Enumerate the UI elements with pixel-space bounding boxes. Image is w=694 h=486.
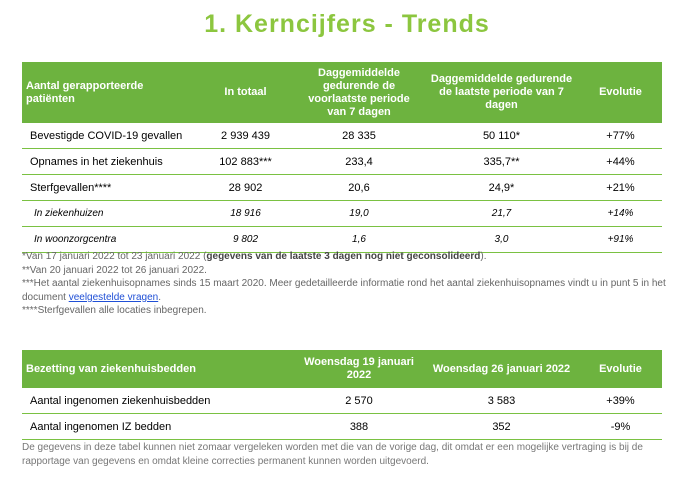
cell-day1: 388	[294, 413, 424, 440]
footnote-text: *Van 17 januari 2022 tot 23 januari 2022…	[22, 251, 207, 262]
kerncijfers-table: Aantal gerapporteerde patiënten In totaa…	[22, 62, 662, 253]
cell-evolutie: +21%	[579, 174, 662, 201]
table-header-row: Aantal gerapporteerde patiënten In totaa…	[22, 62, 662, 123]
cell-prev: 19,0	[294, 200, 424, 227]
table-row: Aantal ingenomen IZ bedden 388 352 -9%	[22, 413, 662, 440]
footnote-text: ).	[480, 251, 487, 262]
column-header: Evolutie	[579, 350, 662, 388]
table-row: Aantal ingenomen ziekenhuisbedden 2 570 …	[22, 388, 662, 414]
table-header-row: Bezetting van ziekenhuisbedden Woensdag …	[22, 350, 662, 388]
table-row: Opnames in het ziekenhuis 102 883*** 233…	[22, 148, 662, 175]
footnote-3: ***Het aantal ziekenhuisopnames sinds 15…	[22, 277, 672, 304]
cell-last: 335,7**	[424, 148, 579, 175]
column-header: Bezetting van ziekenhuisbedden	[22, 350, 294, 388]
footnote-2: **Van 20 januari 2022 tot 26 januari 202…	[22, 264, 207, 276]
column-header: Daggemiddelde gedurende de laatste perio…	[424, 62, 579, 123]
page-title: 1. Kerncijfers - Trends	[204, 10, 490, 38]
cell-evolutie: +39%	[579, 388, 662, 414]
table-row: In ziekenhuizen 18 916 19,0 21,7 +14%	[22, 200, 662, 227]
table-row: Sterfgevallen**** 28 902 20,6 24,9* +21%	[22, 174, 662, 201]
cell-evolutie: +44%	[579, 148, 662, 175]
cell-evolutie: +77%	[579, 123, 662, 149]
column-header: In totaal	[197, 62, 294, 123]
cell-evolutie: +91%	[579, 226, 662, 253]
column-header: Woensdag 26 januari 2022	[424, 350, 579, 388]
cell-last: 50 110*	[424, 123, 579, 149]
footnote-text: .	[158, 291, 161, 303]
row-label: Aantal ingenomen ziekenhuisbedden	[22, 388, 294, 414]
faq-link[interactable]: veelgestelde vragen	[68, 291, 159, 303]
cell-last: 3,0	[424, 226, 579, 253]
column-header: Aantal gerapporteerde patiënten	[22, 62, 197, 123]
cell-day1: 2 570	[294, 388, 424, 414]
row-label: Sterfgevallen****	[22, 174, 197, 201]
footnote-1: *Van 17 januari 2022 tot 23 januari 2022…	[22, 250, 672, 264]
cell-last: 24,9*	[424, 174, 579, 201]
column-header: Woensdag 19 januari 2022	[294, 350, 424, 388]
footnote-4: ****Sterfgevallen alle locaties inbegrep…	[22, 305, 207, 316]
cell-prev: 28 335	[294, 123, 424, 149]
cell-day2: 3 583	[424, 388, 579, 414]
cell-total: 102 883***	[197, 148, 294, 175]
cell-prev: 1,6	[294, 226, 424, 253]
row-label: Opnames in het ziekenhuis	[22, 148, 197, 175]
row-label: Bevestigde COVID-19 gevallen	[22, 123, 197, 149]
cell-evolutie: -9%	[579, 413, 662, 440]
footnote-text: ***Het aantal ziekenhuisopnames sinds 15…	[22, 278, 666, 303]
row-label: In woonzorgcentra	[22, 226, 197, 253]
cell-evolutie: +14%	[579, 200, 662, 227]
table-row: Bevestigde COVID-19 gevallen 2 939 439 2…	[22, 123, 662, 149]
cell-last: 21,7	[424, 200, 579, 227]
table-row: In woonzorgcentra 9 802 1,6 3,0 +91%	[22, 226, 662, 253]
bezetting-table: Bezetting van ziekenhuisbedden Woensdag …	[22, 350, 662, 440]
cell-total: 9 802	[197, 226, 294, 253]
cell-day2: 352	[424, 413, 579, 440]
row-label: Aantal ingenomen IZ bedden	[22, 413, 294, 440]
row-label: In ziekenhuizen	[22, 200, 197, 227]
cell-prev: 20,6	[294, 174, 424, 201]
column-header: Daggemiddelde gedurende de voorlaatste p…	[294, 62, 424, 123]
cell-prev: 233,4	[294, 148, 424, 175]
footnotes: *Van 17 januari 2022 tot 23 januari 2022…	[22, 250, 672, 318]
cell-total: 18 916	[197, 200, 294, 227]
footnote-bold: gegevens van de laatste 3 dagen nog niet…	[206, 251, 481, 262]
footer-note: De gegevens in deze tabel kunnen niet zo…	[22, 442, 643, 467]
cell-total: 2 939 439	[197, 123, 294, 149]
column-header: Evolutie	[579, 62, 662, 123]
cell-total: 28 902	[197, 174, 294, 201]
